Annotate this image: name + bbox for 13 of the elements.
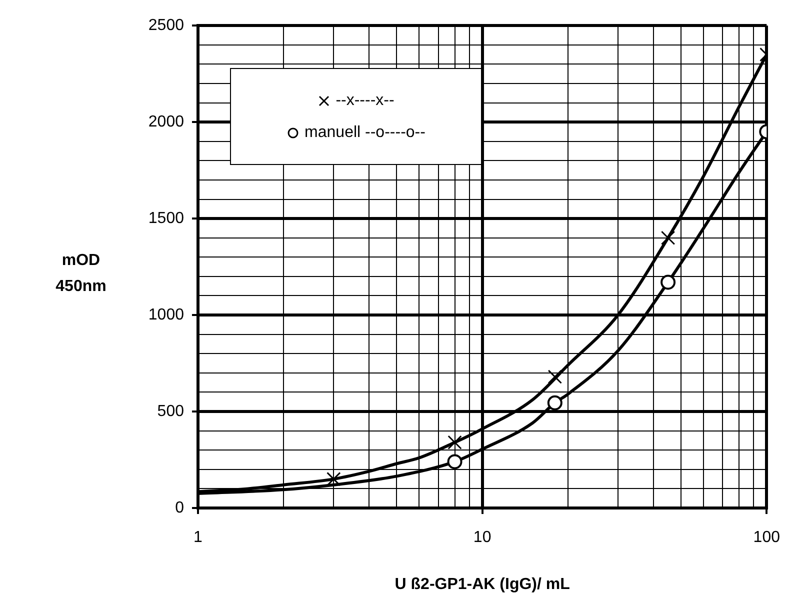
legend-label: --x----x--	[336, 90, 394, 110]
x-tick-label: 100	[753, 529, 780, 546]
x-tick-label: 1	[194, 529, 203, 546]
y-axis-title: mOD 450nm	[54, 251, 108, 297]
x-axis-title: U ß2-GP1-AK (IgG)/ mL	[394, 576, 570, 593]
y-tick-label: 1500	[148, 210, 184, 227]
y-tick-label: 2500	[148, 17, 184, 34]
y-tick-label: 1000	[148, 306, 184, 324]
y-tick-label: 2000	[148, 113, 184, 130]
x-tick-label: 10	[473, 529, 492, 546]
y-tick-label: 500	[157, 402, 184, 420]
y-tick-label: 0	[175, 499, 184, 516]
legend-label: manuell --o----o--	[304, 122, 426, 142]
